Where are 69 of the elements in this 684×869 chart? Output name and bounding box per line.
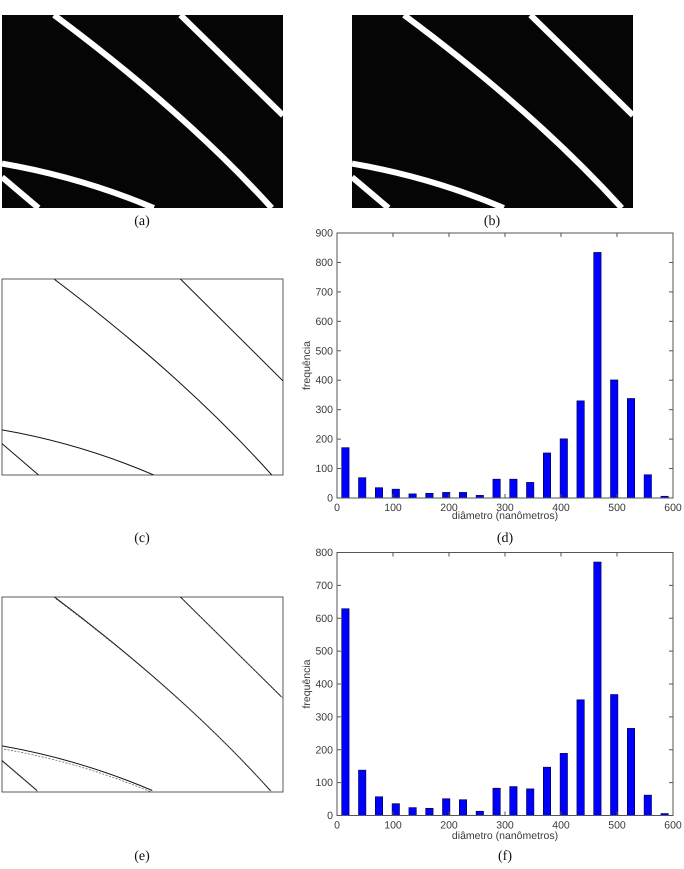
x-axis-title: diâmetro (nanômetros) (452, 510, 558, 522)
x-tick-label: 500 (608, 502, 626, 514)
y-tick-label: 100 (315, 463, 334, 476)
bar (358, 770, 366, 816)
y-tick-label: 100 (315, 777, 334, 790)
y-tick-label: 500 (315, 646, 334, 658)
y-tick-label: 200 (315, 744, 334, 756)
y-tick-label: 300 (315, 404, 334, 416)
bar (543, 766, 551, 816)
y-tick-label: 600 (315, 316, 334, 328)
x-tick-label: 400 (552, 820, 570, 832)
bar (627, 398, 635, 498)
y-tick-label: 0 (327, 810, 334, 822)
y-tick-label: 200 (315, 434, 334, 446)
bar (509, 478, 518, 498)
y-tick-label: 0 (327, 492, 334, 504)
bar (543, 452, 551, 498)
bar (375, 487, 383, 498)
text: (d) (496, 531, 514, 546)
bar (341, 608, 350, 816)
y-tick-label: 400 (315, 374, 334, 387)
bar (509, 786, 518, 816)
bar (392, 488, 400, 498)
y-tick-label: 600 (315, 612, 334, 625)
bar (560, 753, 568, 816)
text: (f) (498, 849, 512, 864)
bar (526, 788, 534, 816)
x-tick-label: 300 (496, 820, 514, 832)
y-tick-label: 900 (315, 228, 334, 240)
x-tick-label: 200 (440, 820, 458, 832)
bar (358, 477, 366, 498)
bar (341, 447, 350, 498)
y-tick-label: 400 (315, 678, 334, 690)
y-tick-label: 300 (315, 711, 334, 724)
bar (610, 694, 618, 816)
text: (a) (134, 214, 150, 229)
bar (526, 482, 534, 498)
bar (593, 562, 602, 816)
text: (e) (134, 849, 150, 864)
bar (627, 728, 635, 816)
bar (442, 798, 450, 816)
bar (576, 699, 585, 816)
text: (c) (134, 531, 150, 546)
y-tick-label: 700 (315, 580, 334, 592)
text: (b) (484, 214, 500, 229)
x-axis-title: diâmetro (nanômetros) (452, 830, 558, 842)
y-tick-label: 800 (315, 547, 334, 559)
x-tick-label: 600 (664, 820, 682, 832)
x-tick-label: 600 (664, 502, 682, 514)
x-tick-label: 500 (608, 820, 626, 832)
bar (576, 400, 585, 498)
x-tick-label: 100 (384, 820, 402, 832)
bar (459, 799, 467, 816)
x-tick-label: 100 (384, 502, 402, 514)
bar (492, 788, 501, 816)
y-tick-label: 500 (315, 345, 334, 358)
bar (560, 438, 568, 498)
bar (392, 803, 400, 816)
y-axis-title: frequência (301, 659, 313, 709)
y-tick-label: 700 (315, 286, 334, 298)
bar (593, 252, 602, 498)
bar (375, 796, 383, 816)
bar (425, 808, 434, 816)
bar (610, 380, 618, 498)
bar (492, 478, 501, 498)
y-axis-title: frequência (301, 340, 313, 390)
bar (644, 474, 652, 498)
y-tick-label: 800 (315, 256, 334, 269)
bar (644, 794, 652, 816)
